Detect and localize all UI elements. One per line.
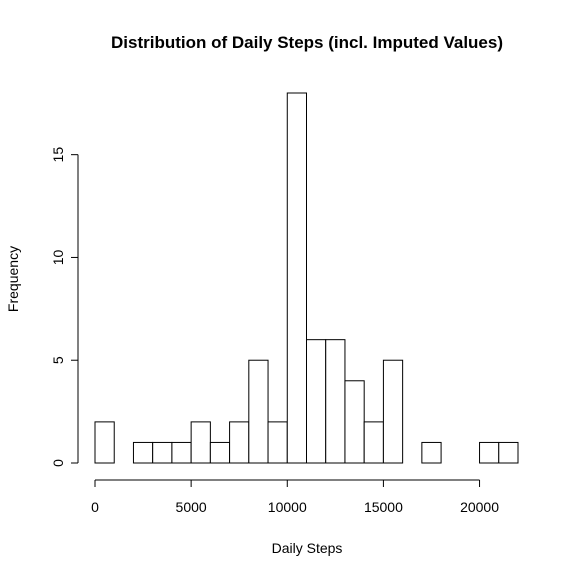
x-tick-label: 5000 bbox=[176, 499, 207, 515]
y-tick-label: 5 bbox=[50, 356, 66, 364]
y-tick-label: 0 bbox=[50, 459, 66, 467]
histogram-bar bbox=[209, 441, 231, 464]
histogram-bar bbox=[171, 441, 192, 464]
histogram-bar bbox=[94, 421, 115, 464]
bars-group bbox=[94, 92, 519, 464]
chart-title: Distribution of Daily Steps (incl. Imput… bbox=[111, 33, 503, 52]
histogram-bar bbox=[229, 421, 250, 464]
y-axis-label: Frequency bbox=[5, 246, 21, 312]
histogram-bar bbox=[306, 339, 327, 464]
histogram-bar bbox=[248, 359, 269, 464]
x-axis: 0 5000 10000 15000 20000 bbox=[91, 479, 499, 515]
x-tick-label: 0 bbox=[91, 499, 99, 515]
histogram-bar bbox=[479, 441, 500, 464]
histogram-bar bbox=[286, 92, 308, 464]
x-axis-label: Daily Steps bbox=[272, 540, 343, 556]
x-tick-label: 20000 bbox=[460, 499, 499, 515]
histogram-bar bbox=[325, 339, 346, 464]
y-axis: 0 5 10 15 bbox=[50, 147, 79, 467]
histogram-bar bbox=[363, 421, 384, 464]
y-tick-label: 15 bbox=[50, 147, 66, 163]
histogram-bar bbox=[344, 380, 365, 464]
histogram-bar bbox=[421, 441, 442, 464]
x-tick-label: 10000 bbox=[268, 499, 307, 515]
x-tick-label: 15000 bbox=[364, 499, 403, 515]
histogram-bar bbox=[498, 441, 519, 464]
histogram-bar bbox=[132, 441, 154, 464]
histogram-bar bbox=[382, 359, 404, 464]
histogram-bar bbox=[190, 421, 211, 464]
histogram-bar bbox=[152, 441, 173, 464]
y-tick-label: 10 bbox=[50, 249, 66, 265]
histogram-bar bbox=[267, 421, 288, 464]
